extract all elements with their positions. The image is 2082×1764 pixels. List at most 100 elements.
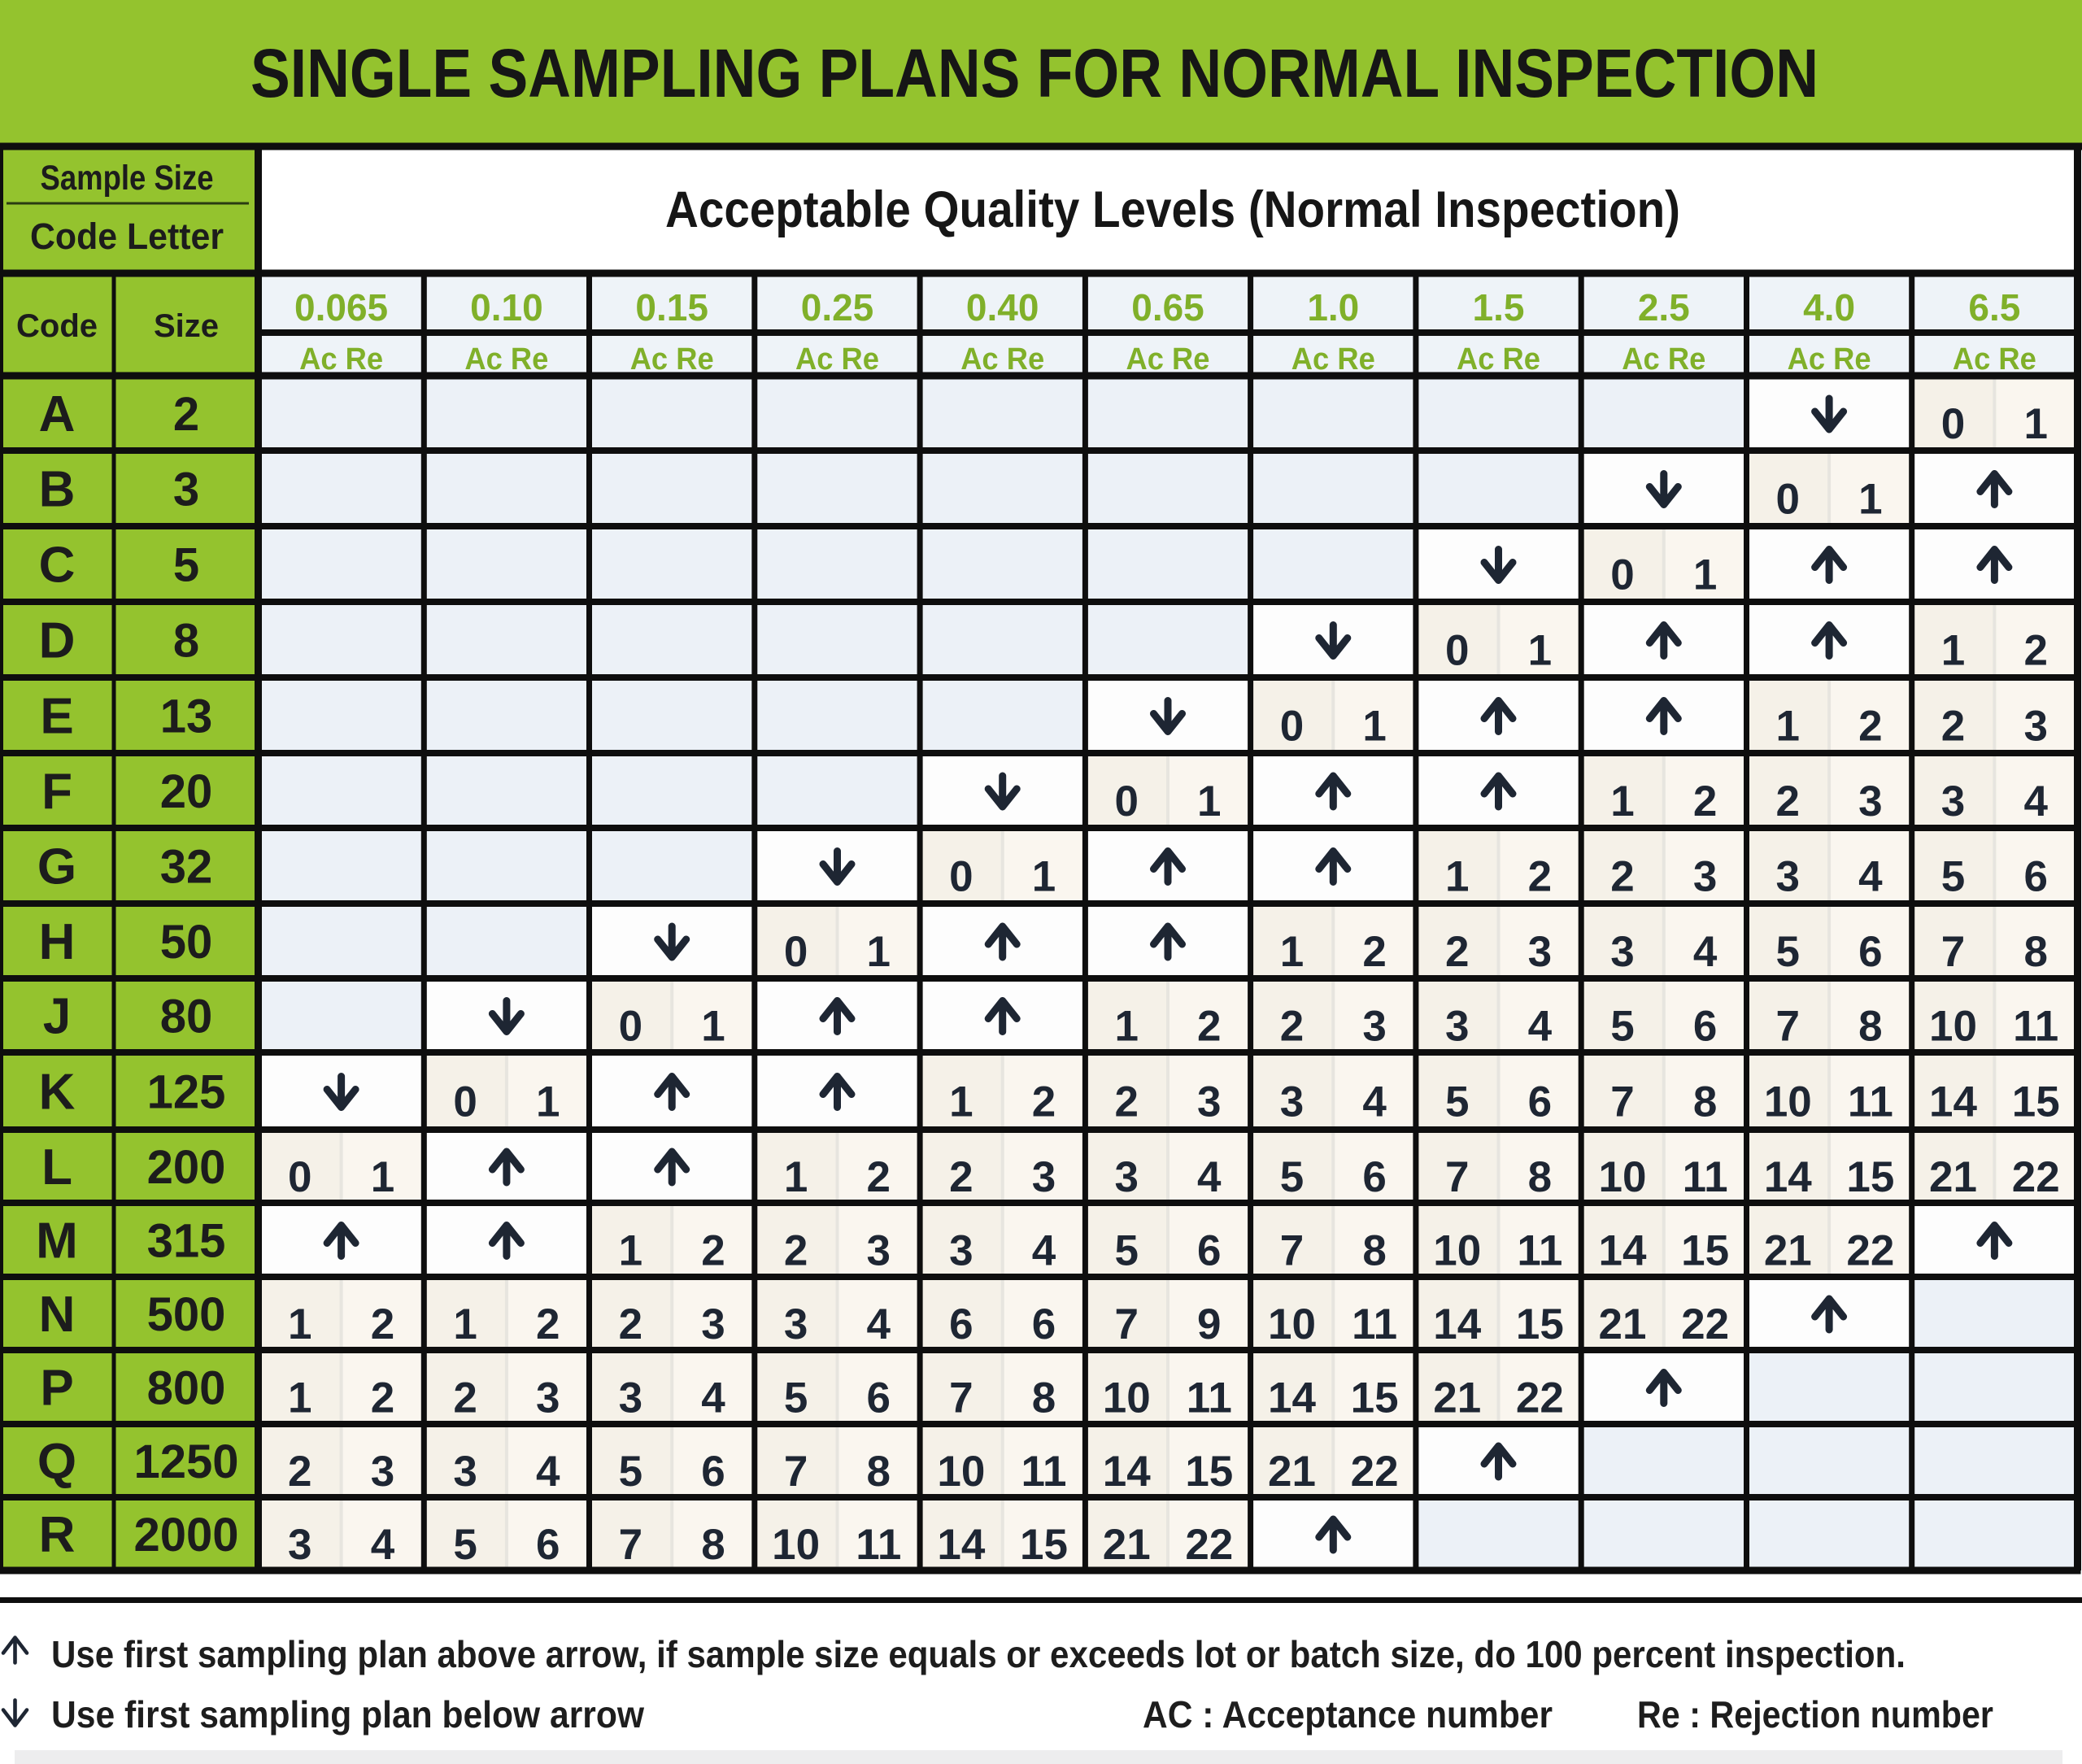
svg-text:7: 7 [784, 1448, 808, 1496]
svg-text:3: 3 [1693, 853, 1717, 901]
svg-text:1.5: 1.5 [1473, 286, 1525, 329]
svg-text:6: 6 [1362, 1153, 1386, 1201]
svg-text:Ac Re: Ac Re [299, 342, 383, 377]
svg-text:Ac Re: Ac Re [630, 342, 714, 377]
svg-text:1: 1 [536, 1078, 560, 1126]
svg-text:SINGLE SAMPLING PLANS FOR NORM: SINGLE SAMPLING PLANS FOR NORMAL INSPECT… [250, 35, 1818, 111]
svg-text:1: 1 [453, 1300, 477, 1348]
svg-text:21: 21 [1268, 1448, 1316, 1496]
svg-text:8: 8 [1032, 1374, 1056, 1422]
svg-text:Use first sampling plan below: Use first sampling plan below arrow [51, 1693, 644, 1736]
svg-text:4: 4 [1528, 1003, 1553, 1051]
svg-text:0.25: 0.25 [801, 286, 874, 329]
svg-text:2: 2 [1114, 1078, 1138, 1126]
svg-text:0.15: 0.15 [635, 286, 708, 329]
svg-text:2: 2 [619, 1300, 642, 1348]
svg-text:1: 1 [1776, 703, 1800, 751]
svg-text:Ac Re: Ac Re [960, 342, 1044, 377]
svg-text:11: 11 [1517, 1227, 1562, 1275]
svg-text:1: 1 [288, 1300, 311, 1348]
svg-text:0.65: 0.65 [1131, 286, 1204, 329]
svg-text:2: 2 [173, 388, 199, 441]
svg-text:10: 10 [772, 1521, 820, 1569]
svg-text:AC : Acceptance number: AC : Acceptance number [1143, 1693, 1553, 1736]
svg-text:0: 0 [1941, 400, 1965, 448]
svg-text:B: B [39, 462, 76, 518]
svg-text:10: 10 [1599, 1153, 1647, 1201]
svg-text:1: 1 [867, 928, 891, 976]
svg-text:Sample Size: Sample Size [41, 159, 214, 198]
svg-text:2: 2 [1941, 703, 1965, 751]
svg-text:21: 21 [1103, 1521, 1151, 1569]
svg-text:2: 2 [536, 1300, 560, 1348]
svg-text:2: 2 [1197, 1003, 1221, 1051]
svg-text:A: A [39, 386, 76, 442]
svg-text:0: 0 [1280, 703, 1304, 751]
svg-text:4: 4 [1032, 1227, 1056, 1275]
svg-text:Ac Re: Ac Re [795, 342, 879, 377]
svg-text:Ac Re: Ac Re [1788, 342, 1871, 377]
svg-text:21: 21 [1599, 1300, 1647, 1348]
svg-text:0: 0 [288, 1153, 311, 1201]
svg-text:2.5: 2.5 [1638, 286, 1690, 329]
svg-text:2: 2 [784, 1227, 808, 1275]
svg-text:1: 1 [1693, 551, 1717, 599]
svg-text:Code Letter: Code Letter [30, 216, 224, 257]
svg-text:Re : Rejection number: Re : Rejection number [1637, 1693, 1993, 1736]
svg-text:3: 3 [173, 464, 199, 516]
svg-text:4: 4 [1693, 928, 1718, 976]
svg-text:8: 8 [1693, 1078, 1717, 1126]
svg-text:0.10: 0.10 [470, 286, 543, 329]
svg-text:4: 4 [1197, 1153, 1222, 1201]
svg-text:0: 0 [619, 1003, 642, 1051]
svg-text:15: 15 [1516, 1300, 1564, 1348]
svg-text:7: 7 [1610, 1078, 1634, 1126]
svg-text:14: 14 [937, 1521, 985, 1569]
svg-text:20: 20 [160, 765, 213, 818]
svg-text:8: 8 [1858, 1003, 1882, 1051]
svg-text:2: 2 [1032, 1078, 1056, 1126]
svg-text:1: 1 [619, 1227, 642, 1275]
svg-text:1: 1 [1858, 476, 1882, 524]
svg-text:10: 10 [937, 1448, 985, 1496]
svg-text:15: 15 [1020, 1521, 1068, 1569]
svg-text:2: 2 [949, 1153, 973, 1201]
svg-text:4: 4 [536, 1448, 560, 1496]
svg-text:11: 11 [1187, 1374, 1232, 1422]
svg-text:1: 1 [1941, 627, 1965, 675]
svg-text:14: 14 [1929, 1078, 1977, 1126]
svg-text:7: 7 [949, 1374, 973, 1422]
svg-text:0: 0 [784, 928, 808, 976]
svg-text:1: 1 [1114, 1003, 1138, 1051]
svg-text:14: 14 [1764, 1153, 1812, 1201]
svg-text:3: 3 [2023, 703, 2047, 751]
svg-text:3: 3 [1197, 1078, 1221, 1126]
svg-text:10: 10 [1433, 1227, 1481, 1275]
svg-text:Ac Re: Ac Re [1457, 342, 1540, 377]
svg-text:3: 3 [1528, 928, 1552, 976]
svg-text:Code: Code [16, 308, 98, 344]
svg-text:0: 0 [1610, 551, 1634, 599]
svg-text:2: 2 [1610, 853, 1634, 901]
svg-text:6.5: 6.5 [1968, 286, 2020, 329]
svg-text:3: 3 [1858, 777, 1882, 825]
svg-text:4: 4 [701, 1374, 725, 1422]
svg-text:6: 6 [949, 1300, 973, 1348]
svg-text:8: 8 [1362, 1227, 1386, 1275]
svg-text:5: 5 [1280, 1153, 1304, 1201]
svg-text:3: 3 [536, 1374, 560, 1422]
svg-text:Use first sampling plan above: Use first sampling plan above arrow, if … [51, 1633, 1906, 1675]
svg-text:0: 0 [1445, 627, 1469, 675]
svg-text:2: 2 [288, 1448, 311, 1496]
svg-text:R: R [39, 1507, 76, 1563]
svg-text:0: 0 [453, 1078, 477, 1126]
svg-text:22: 22 [1846, 1227, 1894, 1275]
svg-text:4.0: 4.0 [1803, 286, 1855, 329]
svg-text:200: 200 [147, 1141, 226, 1194]
svg-text:1: 1 [371, 1153, 394, 1201]
svg-text:14: 14 [1433, 1300, 1481, 1348]
svg-text:1: 1 [2023, 400, 2047, 448]
svg-text:4: 4 [867, 1300, 891, 1348]
svg-text:5: 5 [1610, 1003, 1634, 1051]
svg-text:22: 22 [1351, 1448, 1399, 1496]
